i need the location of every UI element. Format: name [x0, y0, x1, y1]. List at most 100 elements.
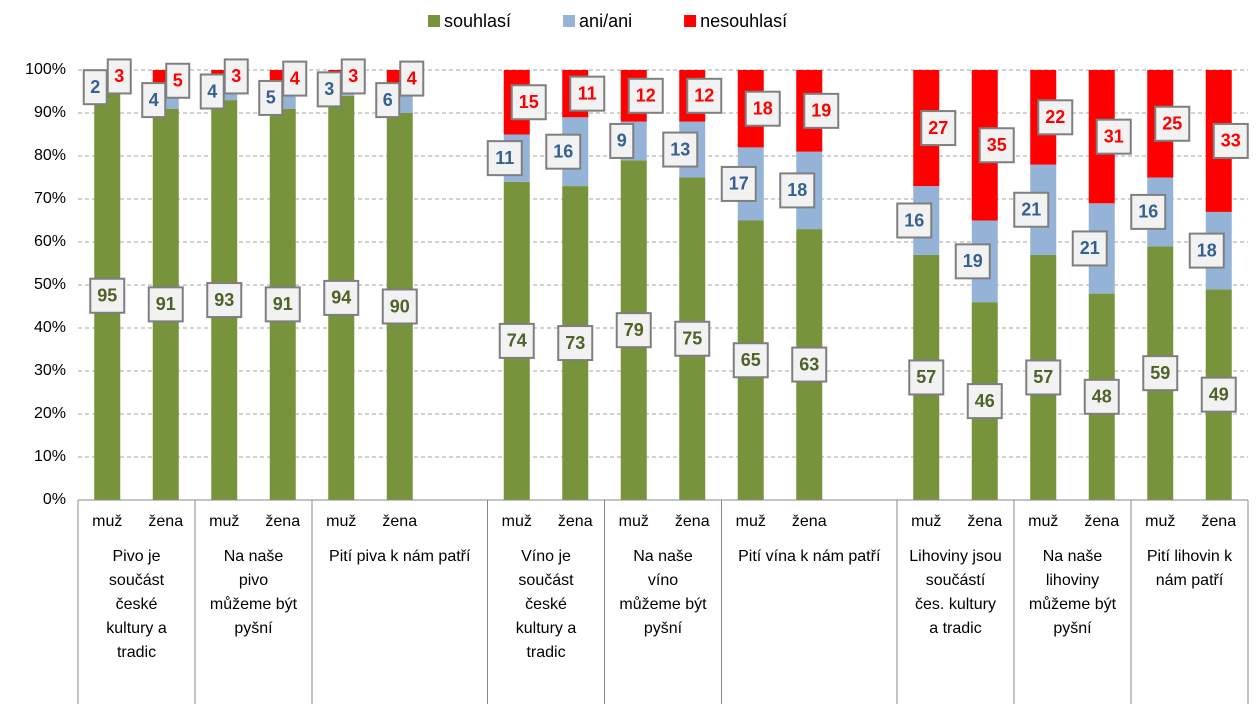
x-tick-label: muž: [1145, 513, 1175, 530]
data-label: 3: [114, 66, 124, 86]
label-box: [1130, 193, 1167, 230]
label-box: [258, 79, 284, 116]
data-label: 5: [173, 71, 183, 91]
group-label: Lihoviny jsou součástí čes. kultury a tr…: [909, 548, 1002, 637]
x-tick-label: žena: [792, 513, 827, 530]
data-label: 93: [214, 290, 234, 310]
data-label: 17: [729, 174, 749, 194]
label-box: [954, 243, 991, 280]
data-label: 46: [975, 391, 995, 411]
data-label: 4: [207, 81, 217, 101]
data-label: 21: [1080, 238, 1100, 258]
data-label: 19: [963, 251, 983, 271]
label-box: [1142, 355, 1179, 392]
data-label: 91: [156, 294, 176, 314]
x-tick-label: muž: [619, 513, 649, 530]
data-label: 79: [624, 320, 644, 340]
group-label: Na naše pivo můžeme být pyšní: [209, 548, 298, 637]
data-label: 6: [383, 90, 393, 110]
data-label: 22: [1045, 107, 1065, 127]
legend-label: nesouhlasí: [700, 11, 787, 31]
x-tick-label: žena: [265, 513, 300, 530]
data-label: 74: [507, 331, 527, 351]
data-label: 21: [1021, 200, 1041, 220]
data-label: 31: [1104, 126, 1124, 146]
legend-label: ani/ani: [579, 11, 632, 31]
data-label: 4: [149, 90, 159, 110]
data-label: 90: [390, 296, 410, 316]
label-box: [966, 383, 1003, 420]
x-tick-label: muž: [502, 513, 532, 530]
label-box: [89, 277, 126, 314]
data-label: 95: [97, 286, 117, 306]
x-tick-label: žena: [675, 513, 710, 530]
x-tick-label: muž: [326, 513, 356, 530]
group-label: Na naše lihoviny můžeme být pyšní: [1028, 548, 1117, 637]
label-box: [609, 122, 635, 159]
label-box: [1037, 99, 1074, 136]
label-box: [791, 346, 828, 383]
label-box: [498, 322, 535, 359]
x-tick-label: muž: [911, 513, 941, 530]
label-box: [557, 325, 594, 362]
label-box: [908, 359, 945, 396]
data-label: 18: [787, 180, 807, 200]
data-label: 9: [617, 131, 627, 151]
label-box: [1154, 105, 1191, 142]
data-label: 57: [916, 367, 936, 387]
label-box: [165, 62, 191, 99]
y-tick-label: 80%: [34, 147, 66, 164]
data-label: 48: [1092, 387, 1112, 407]
data-label: 33: [1221, 131, 1241, 151]
data-label: 59: [1150, 363, 1170, 383]
group-label: Pití piva k nám patří: [329, 548, 471, 565]
label-box: [1025, 359, 1062, 396]
data-label: 3: [348, 66, 358, 86]
label-box: [381, 288, 418, 325]
y-tick-label: 90%: [34, 104, 66, 121]
label-box: [920, 110, 957, 147]
data-label: 3: [231, 66, 241, 86]
label-box: [399, 60, 425, 97]
y-tick-label: 60%: [34, 233, 66, 250]
y-tick-label: 50%: [34, 276, 66, 293]
data-label: 18: [1197, 240, 1217, 260]
label-box: [223, 58, 249, 95]
label-box: [732, 342, 769, 379]
data-label: 4: [290, 68, 300, 88]
x-tick-label: žena: [1201, 513, 1236, 530]
data-label: 13: [670, 139, 690, 159]
label-box: [896, 202, 933, 239]
label-box: [206, 282, 243, 319]
x-tick-label: muž: [736, 513, 766, 530]
group-label: Na naše víno můžeme být pyšní: [619, 548, 707, 637]
data-label: 16: [553, 141, 573, 161]
label-box: [106, 58, 132, 95]
legend-label: souhlasí: [444, 11, 511, 31]
data-label: 19: [811, 101, 831, 121]
label-box: [282, 60, 308, 97]
label-box: [1212, 122, 1249, 159]
y-tick-label: 40%: [34, 319, 66, 336]
data-label: 75: [682, 329, 702, 349]
x-tick-label: žena: [967, 513, 1002, 530]
label-box: [615, 312, 652, 349]
y-tick-label: 30%: [34, 362, 66, 379]
x-tick-label: žena: [1084, 513, 1119, 530]
data-label: 12: [636, 86, 656, 106]
legend-swatch: [684, 15, 697, 27]
data-label: 91: [273, 294, 293, 314]
data-label: 73: [565, 333, 585, 353]
label-box: [1095, 118, 1132, 155]
label-box: [569, 75, 606, 112]
label-box: [323, 279, 360, 316]
label-box: [674, 320, 711, 357]
data-label: 5: [266, 88, 276, 108]
data-label: 11: [495, 148, 514, 168]
data-label: 11: [578, 83, 597, 103]
label-box: [1200, 376, 1237, 413]
label-box: [627, 77, 664, 114]
label-box: [1013, 191, 1050, 228]
